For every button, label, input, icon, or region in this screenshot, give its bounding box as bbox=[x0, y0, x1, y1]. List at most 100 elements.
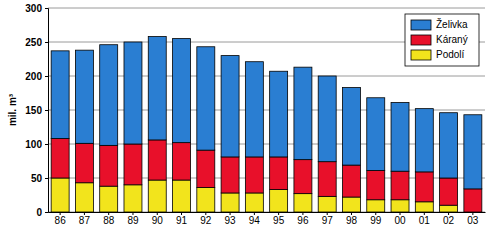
x-axis: 86 87 88 89 90 91 92 93 94 95 96 97 98 99 00 01 02 03 bbox=[49, 212, 486, 226]
tick: 150 bbox=[25, 105, 48, 116]
bar-segment bbox=[197, 188, 215, 212]
tick: 250 bbox=[25, 37, 48, 48]
bar-segment bbox=[342, 165, 360, 197]
axis-title: mil. m³ bbox=[7, 93, 18, 126]
tick: 01 bbox=[419, 212, 431, 226]
legend-swatch bbox=[411, 50, 431, 60]
tick: 99 bbox=[370, 212, 382, 226]
tick-mark bbox=[45, 178, 48, 179]
chart: 0 50 100 150 200 250 300 86 87 88 89 90 91 92 93 94 95 96… bbox=[0, 0, 491, 229]
grid-line bbox=[48, 8, 485, 9]
bar-segment bbox=[464, 115, 482, 189]
bar-segment bbox=[270, 190, 288, 212]
tick: 93 bbox=[225, 212, 237, 226]
tick-mark bbox=[45, 212, 48, 213]
axis-line bbox=[49, 212, 486, 213]
bar-segment bbox=[318, 196, 336, 212]
legend-label: Káraný bbox=[436, 34, 468, 45]
tick-label: 96 bbox=[297, 215, 309, 226]
tick: 94 bbox=[249, 212, 261, 226]
bar-segment bbox=[318, 162, 336, 197]
tick-label: 01 bbox=[419, 215, 431, 226]
tick-label: 02 bbox=[443, 215, 455, 226]
tick-label: 99 bbox=[370, 215, 382, 226]
bar-segment bbox=[148, 180, 166, 212]
tick-label: 88 bbox=[103, 215, 115, 226]
legend-label: Želivka bbox=[436, 18, 468, 30]
axis-line bbox=[45, 9, 49, 213]
bar-segment bbox=[221, 157, 239, 193]
bar-segment bbox=[197, 150, 215, 187]
bar-segment bbox=[270, 157, 288, 190]
tick: 90 bbox=[152, 212, 164, 226]
tick-label: 250 bbox=[25, 37, 42, 48]
bar-segment bbox=[221, 193, 239, 212]
bar-segment bbox=[51, 51, 69, 139]
bar-segment bbox=[173, 143, 191, 180]
bar-segment bbox=[75, 183, 93, 212]
bar-segment bbox=[148, 140, 166, 180]
bar-segment bbox=[415, 172, 433, 202]
tick-mark bbox=[45, 144, 48, 145]
tick-label: 03 bbox=[467, 215, 479, 226]
bar-segment bbox=[51, 178, 69, 212]
tick-label: 91 bbox=[176, 215, 188, 226]
tick-label: 97 bbox=[322, 215, 334, 226]
tick: 95 bbox=[273, 212, 285, 226]
bar-segment bbox=[148, 37, 166, 140]
bar-segment bbox=[245, 193, 263, 212]
tick: 300 bbox=[25, 3, 48, 14]
tick-label: 0 bbox=[36, 207, 42, 218]
tick: 86 bbox=[55, 212, 67, 226]
legend-label: Podolí bbox=[436, 49, 465, 60]
bar-segment bbox=[51, 139, 69, 178]
bar-segment bbox=[415, 109, 433, 172]
tick: 98 bbox=[346, 212, 358, 226]
bar-segment bbox=[342, 197, 360, 212]
bar-segment bbox=[124, 144, 142, 185]
bar-segment bbox=[173, 39, 191, 143]
bar-segment bbox=[100, 145, 118, 186]
tick-label: 00 bbox=[394, 215, 406, 226]
tick-label: 95 bbox=[273, 215, 285, 226]
tick: 97 bbox=[322, 212, 334, 226]
tick-label: 89 bbox=[127, 215, 139, 226]
tick-label: 94 bbox=[249, 215, 261, 226]
legend-swatch bbox=[411, 35, 431, 45]
bar-segment bbox=[270, 71, 288, 157]
bar-segment bbox=[245, 157, 263, 193]
bar-segment bbox=[440, 113, 458, 178]
tick: 100 bbox=[25, 139, 48, 150]
bar-segment bbox=[440, 205, 458, 212]
tick: 50 bbox=[31, 173, 48, 184]
bar-segment bbox=[197, 47, 215, 150]
bar-segment bbox=[391, 200, 409, 212]
bar-segment bbox=[318, 76, 336, 162]
bar-segment bbox=[367, 200, 385, 212]
tick: 200 bbox=[25, 71, 48, 82]
tick-label: 87 bbox=[79, 215, 91, 226]
tick-label: 93 bbox=[225, 215, 237, 226]
tick: 92 bbox=[200, 212, 212, 226]
tick-label: 200 bbox=[25, 71, 42, 82]
tick-mark bbox=[45, 42, 48, 43]
bar-segment bbox=[391, 103, 409, 172]
bar-segment bbox=[464, 189, 482, 212]
bar-segment bbox=[294, 194, 312, 212]
tick: 00 bbox=[394, 212, 406, 226]
tick-label: 300 bbox=[25, 3, 42, 14]
bar-segment bbox=[440, 178, 458, 205]
bar-segment bbox=[367, 171, 385, 200]
tick-label: 90 bbox=[152, 215, 164, 226]
bar-segment bbox=[100, 45, 118, 146]
tick-label: 100 bbox=[25, 139, 42, 150]
grid bbox=[48, 8, 485, 212]
tick: 89 bbox=[127, 212, 139, 226]
bar-segment bbox=[367, 98, 385, 171]
bar-segment bbox=[124, 42, 142, 144]
tick-label: 92 bbox=[200, 215, 212, 226]
tick-label: 50 bbox=[31, 173, 43, 184]
bar-segment bbox=[294, 67, 312, 159]
bar-segment bbox=[221, 56, 239, 157]
bar-segment bbox=[342, 88, 360, 166]
